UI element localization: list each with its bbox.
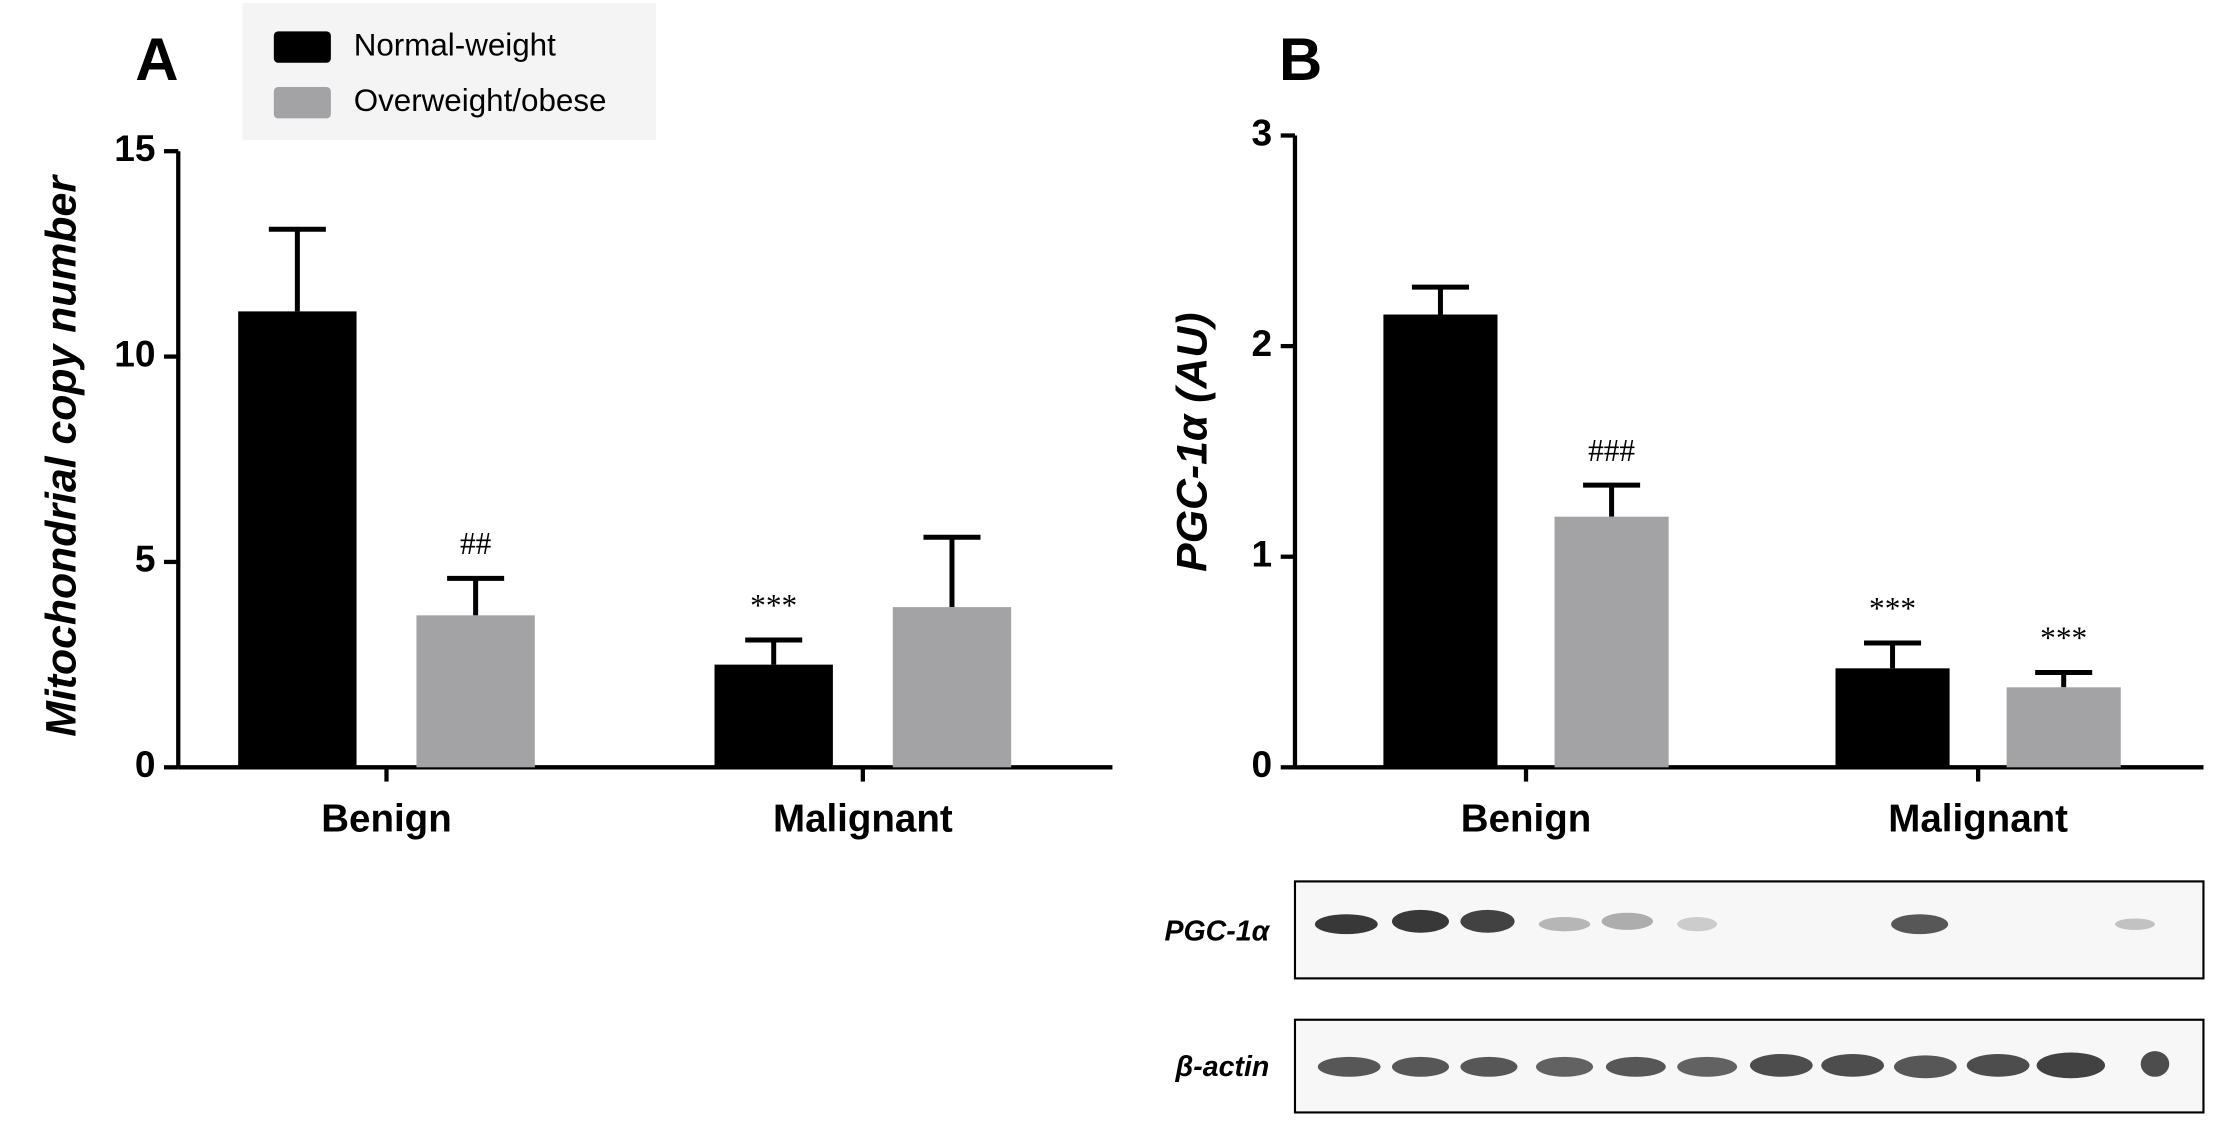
x-tick-label: Benign: [321, 798, 451, 841]
panel-label: A: [135, 26, 178, 93]
y-tick-label: 15: [114, 127, 155, 169]
y-axis-label: Mitochondrial copy number: [37, 174, 85, 737]
bar: [1835, 668, 1950, 768]
y-tick-label: 0: [135, 743, 156, 785]
legend-swatch: [273, 87, 331, 119]
y-tick-label: 3: [1252, 111, 1273, 153]
y-tick-label: 5: [135, 538, 156, 580]
error-bar: [1864, 640, 1922, 669]
bar: [892, 607, 1012, 768]
bar: [1383, 314, 1498, 768]
blot-bands: [1314, 909, 2170, 1079]
legend-swatch: [273, 31, 331, 63]
annotation: ##: [460, 526, 492, 561]
x-tick-label: Malignant: [1888, 798, 2068, 841]
annotation: ***: [1869, 591, 1916, 626]
error-bar: [447, 575, 505, 616]
legend-label: Normal-weight: [354, 27, 556, 62]
y-axis-label: PGC-1α (AU): [1168, 312, 1216, 571]
error-bar: [1583, 482, 1641, 517]
legend-box: [242, 2, 657, 140]
blot-label: β-actin: [1175, 1051, 1270, 1083]
bar: [714, 664, 833, 768]
annotation: ***: [2040, 620, 2087, 655]
y-tick-label: 1: [1252, 533, 1273, 575]
x-tick-label: Malignant: [773, 798, 953, 841]
error-bar: [1411, 284, 1469, 315]
annotation: ***: [750, 588, 797, 623]
error-bar: [923, 534, 981, 608]
y-tick-label: 2: [1252, 322, 1273, 364]
bar: [416, 615, 535, 768]
bar: [1554, 516, 1669, 768]
panel-label: B: [1279, 26, 1322, 93]
annotation: ###: [1588, 433, 1635, 468]
bar: [238, 311, 357, 768]
blot-label: PGC-1α: [1164, 915, 1270, 947]
error-bar: [745, 637, 803, 665]
legend-label: Overweight/obese: [354, 83, 607, 118]
y-tick-label: 10: [114, 332, 155, 374]
error-bar: [2035, 670, 2093, 688]
y-tick-label: 0: [1252, 743, 1273, 785]
x-tick-label: Benign: [1461, 798, 1591, 841]
error-bar: [268, 226, 326, 312]
bar: [2006, 687, 2121, 768]
blot-box: [1293, 880, 2205, 980]
